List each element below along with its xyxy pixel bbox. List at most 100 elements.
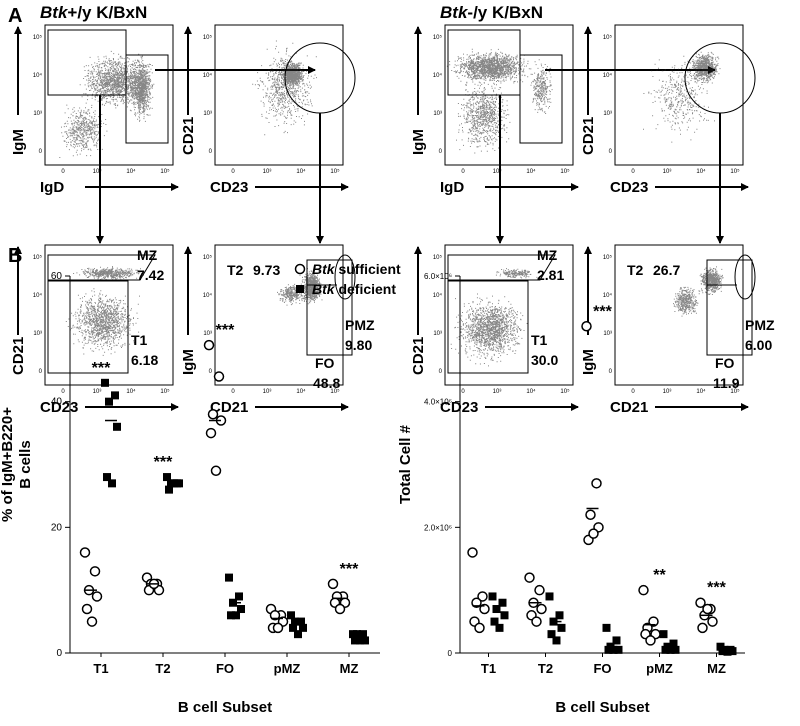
plot-frame — [214, 244, 344, 386]
data-point — [547, 630, 556, 639]
data-point — [557, 623, 566, 632]
flow-tick-label: 10⁴ — [603, 72, 613, 79]
data-point — [591, 478, 602, 489]
gate — [447, 280, 529, 374]
flow-tick-label: 10⁴ — [696, 168, 706, 175]
y-tick-label: 60 — [51, 271, 63, 282]
gate-value: 9.73 — [253, 262, 280, 278]
data-point — [89, 566, 101, 577]
y-axis-label: IgM — [410, 129, 427, 155]
data-point — [113, 422, 121, 431]
data-point — [108, 479, 116, 488]
group-title: Btk+/y K/BxN — [40, 3, 147, 22]
data-point — [471, 597, 482, 608]
data-point — [669, 639, 678, 648]
data-point — [297, 617, 305, 626]
flow-tick-label: 10³ — [203, 111, 212, 117]
data-point — [101, 378, 109, 387]
gate-value: 11.9 — [713, 375, 740, 391]
data-point — [361, 636, 369, 645]
plot-frame — [614, 24, 744, 166]
data-point — [531, 616, 542, 627]
flow-tick-label: 10⁵ — [603, 254, 613, 261]
flow-tick-label: 10⁵ — [160, 168, 170, 175]
flow-tick-label: 10⁵ — [433, 254, 443, 261]
legend-label: Btk deficient — [312, 281, 396, 297]
flow-tick-label: 10⁴ — [603, 292, 613, 299]
plot-frame — [444, 244, 574, 386]
density-dots — [673, 266, 724, 317]
data-point — [103, 473, 111, 482]
flow-tick-label: 10⁴ — [33, 292, 43, 299]
flow-tick-label: 0 — [231, 389, 235, 395]
x-axis-label: CD23 — [610, 179, 648, 196]
group-title: Btk-/y K/BxN — [440, 3, 543, 22]
data-point — [474, 622, 485, 634]
flow-tick-label: 0 — [61, 389, 65, 395]
flow-tick-label: 10⁵ — [560, 168, 570, 175]
significance: ** — [653, 567, 666, 584]
flow-tick-label: 10⁴ — [696, 388, 706, 395]
x-axis-label: CD23 — [210, 179, 248, 196]
flow-tick-label: 10⁴ — [526, 388, 536, 395]
x-axis-label: CD23 — [440, 399, 478, 416]
x-axis-label: CD23 — [40, 399, 78, 416]
data-point — [91, 591, 103, 602]
data-point — [359, 630, 367, 639]
flow-tick-label: 10⁵ — [203, 254, 213, 261]
y-tick-label: 6.0×10⁶ — [424, 272, 452, 281]
flow-tick-label: 10³ — [663, 169, 672, 175]
y-tick-label: 2.0×10⁶ — [424, 523, 452, 532]
data-point — [479, 603, 490, 615]
flow-tick-label: 10³ — [433, 111, 442, 117]
density-dots — [65, 266, 144, 356]
flow-tick-label: 10⁵ — [560, 388, 570, 395]
panel-label: B — [8, 245, 22, 267]
flow-tick-label: 10³ — [33, 111, 42, 117]
density-dots — [59, 50, 155, 158]
flow-tick-label: 10⁴ — [203, 292, 213, 299]
gate-name: T2 — [227, 262, 244, 278]
data-point — [79, 547, 91, 558]
data-point — [609, 645, 618, 654]
data-point — [235, 592, 243, 601]
flow-tick-label: 10⁴ — [296, 388, 306, 395]
data-point — [702, 603, 713, 615]
y-axis-label: CD21 — [10, 337, 27, 375]
flow-tick-label: 10³ — [433, 331, 442, 337]
gate — [306, 259, 353, 356]
flow-tick-label: 10⁵ — [730, 388, 740, 395]
flow-tick-label: 0 — [39, 149, 43, 155]
x-tick-label: FO — [593, 661, 611, 676]
gate-name: FO — [315, 355, 335, 371]
data-point — [210, 465, 222, 477]
gate — [47, 254, 156, 281]
data-point — [545, 592, 554, 601]
gate-value: 2.81 — [537, 267, 564, 283]
data-point — [555, 611, 564, 620]
flow-tick-label: 10³ — [93, 169, 102, 175]
data-point — [707, 616, 718, 627]
x-axis-label: IgD — [440, 179, 464, 196]
flow-tick-label: 0 — [461, 389, 465, 395]
flow-tick-label: 10⁴ — [433, 292, 443, 299]
gate-name: PMZ — [745, 317, 775, 333]
data-point — [205, 427, 217, 439]
x-tick-label: T1 — [93, 661, 108, 676]
data-point — [536, 603, 547, 615]
data-point — [351, 636, 359, 645]
flow-tick-label: 10³ — [263, 169, 272, 175]
flow-tick-label: 10⁵ — [33, 254, 43, 261]
significance: *** — [92, 360, 111, 377]
data-point — [334, 603, 346, 615]
y-axis-title: B cells — [17, 440, 34, 488]
significance: *** — [593, 303, 612, 320]
data-point — [227, 611, 235, 620]
gate-name: FO — [715, 355, 735, 371]
data-point — [225, 573, 233, 582]
data-point — [237, 605, 245, 614]
flow-tick-label: 0 — [439, 369, 443, 375]
data-point — [163, 473, 171, 482]
plot-frame — [44, 24, 174, 166]
data-point — [524, 572, 535, 583]
